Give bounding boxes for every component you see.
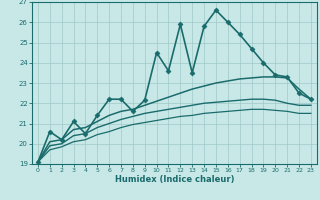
X-axis label: Humidex (Indice chaleur): Humidex (Indice chaleur) [115, 175, 234, 184]
